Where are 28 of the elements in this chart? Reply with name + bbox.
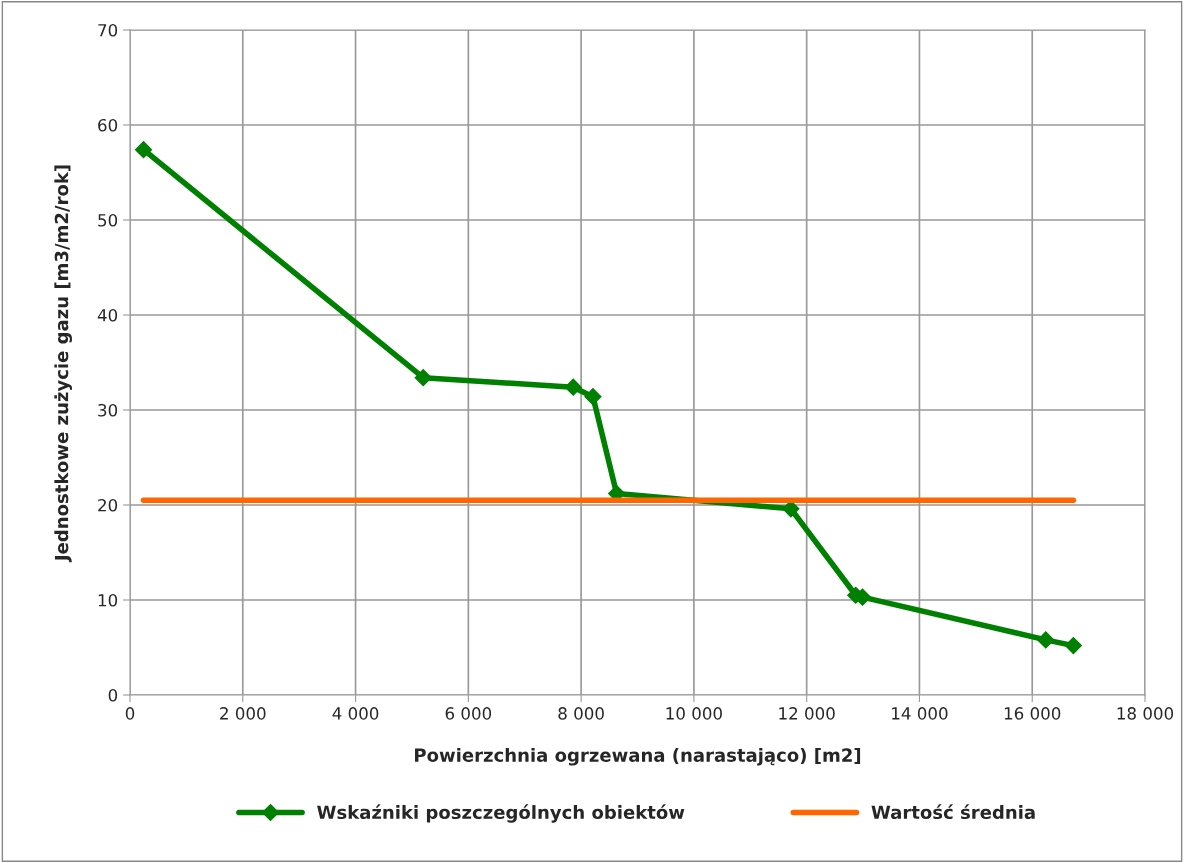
x-tick-label: 16 000 <box>1004 707 1061 720</box>
point <box>584 388 602 406</box>
legend-label: Wskaźniki poszczególnych obiektów <box>317 804 685 823</box>
x-tick-label: 18 000 <box>1117 707 1174 720</box>
y-tick-label: 40 <box>97 308 118 322</box>
x-tick-label: 12 000 <box>779 707 835 720</box>
y-tick-label: 20 <box>98 498 118 512</box>
y-tick-label: 70 <box>98 23 118 37</box>
point <box>1064 637 1082 655</box>
x-tick-label: 6 000 <box>445 707 492 720</box>
y-tick-label: 0 <box>108 688 118 702</box>
x-tick-label: 4 000 <box>332 707 379 720</box>
x-tick-label: 8 000 <box>558 707 604 720</box>
y-tick-label: 30 <box>98 403 118 417</box>
legend-label: Wartość średnia <box>871 804 1035 820</box>
y-tick-label: 50 <box>98 213 118 227</box>
x-tick-label: 14 000 <box>892 707 948 720</box>
point <box>564 378 582 396</box>
x-axis-title: Powierzchnia ogrzewana (narastająco) [m2] <box>415 747 861 766</box>
x-tick-label: 0 <box>125 707 135 720</box>
y-tick-label: 60 <box>98 118 118 132</box>
point <box>414 369 432 387</box>
point <box>134 141 153 159</box>
y-axis-title: Jednostkowe zużycie gazu [m3/m2/rok] <box>54 165 72 563</box>
y-tick-label: 10 <box>98 593 118 607</box>
x-tick-label: 2 000 <box>220 707 266 720</box>
point <box>1037 631 1055 649</box>
x-tick-label: 10 000 <box>666 707 722 720</box>
